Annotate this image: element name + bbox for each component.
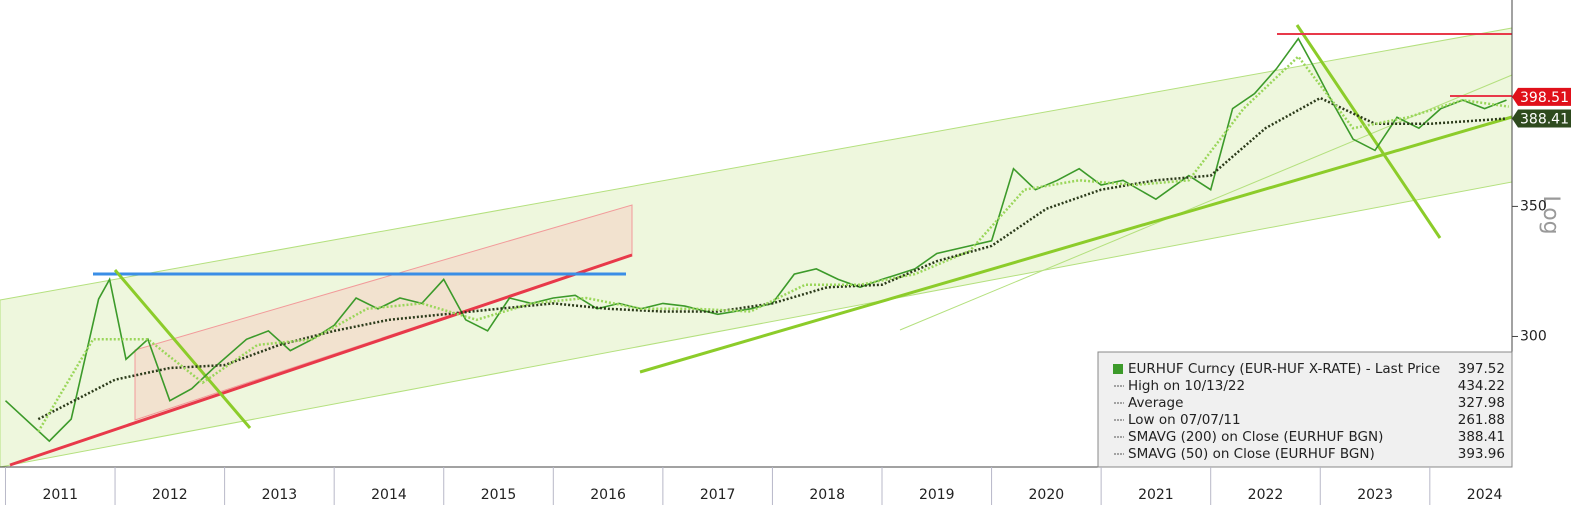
legend-value: 397.52 [1458, 361, 1505, 377]
x-tick-label: 2015 [481, 487, 517, 503]
legend-label: High on 10/13/22 [1128, 378, 1245, 394]
x-tick-label: 2014 [371, 487, 407, 503]
x-tick-label: 2013 [262, 487, 298, 503]
x-tick-label: 2011 [42, 487, 78, 503]
y-tick-label: 300 [1520, 328, 1547, 344]
x-tick-label: 2023 [1357, 487, 1393, 503]
x-tick-label: 2021 [1138, 487, 1174, 503]
x-tick-label: 2019 [919, 487, 955, 503]
price-badge [1512, 87, 1571, 106]
price-badge [1512, 109, 1571, 128]
legend-value: 261.88 [1458, 412, 1505, 428]
legend-label: SMAVG (50) on Close (EURHUF BGN) [1128, 446, 1375, 462]
y-axis-label: Log [1538, 195, 1563, 234]
x-tick-label: 2022 [1248, 487, 1284, 503]
legend-value: 388.41 [1458, 429, 1505, 445]
series-layer [4, 37, 1509, 443]
trend-line [899, 74, 1513, 331]
legend-value: 327.98 [1458, 395, 1505, 411]
trend-line [113, 269, 252, 429]
legend-swatch [1113, 364, 1123, 374]
price-badge-label: 398.51 [1520, 90, 1569, 106]
price-badge-label: 388.41 [1520, 112, 1569, 128]
legend-label: EURHUF Curncy (EUR-HUF X-RATE) - Last Pr… [1128, 361, 1440, 377]
legend-value: 434.22 [1458, 378, 1505, 394]
x-tick-label: 2016 [590, 487, 626, 503]
x-tick-label: 2012 [152, 487, 188, 503]
trend-line [1295, 24, 1442, 239]
x-tick-label: 2018 [809, 487, 845, 503]
support-line [9, 253, 633, 467]
legend-box [1097, 351, 1513, 468]
x-tick-label: 2020 [1029, 487, 1065, 503]
legend: EURHUF Curncy (EUR-HUF X-RATE) - Last Pr… [1097, 351, 1513, 468]
y-tick-label: 350 [1520, 198, 1547, 214]
legend-label: Average [1128, 395, 1183, 411]
series-line [37, 54, 1509, 433]
legend-label: SMAVG (200) on Close (EURHUF BGN) [1128, 429, 1383, 445]
x-tick-label: 2017 [700, 487, 736, 503]
legend-label: Low on 07/07/11 [1128, 412, 1241, 428]
x-tick-label: 2024 [1467, 487, 1503, 503]
series-line [37, 96, 1507, 421]
legend-value: 393.96 [1458, 446, 1505, 462]
trend-line [639, 115, 1513, 374]
